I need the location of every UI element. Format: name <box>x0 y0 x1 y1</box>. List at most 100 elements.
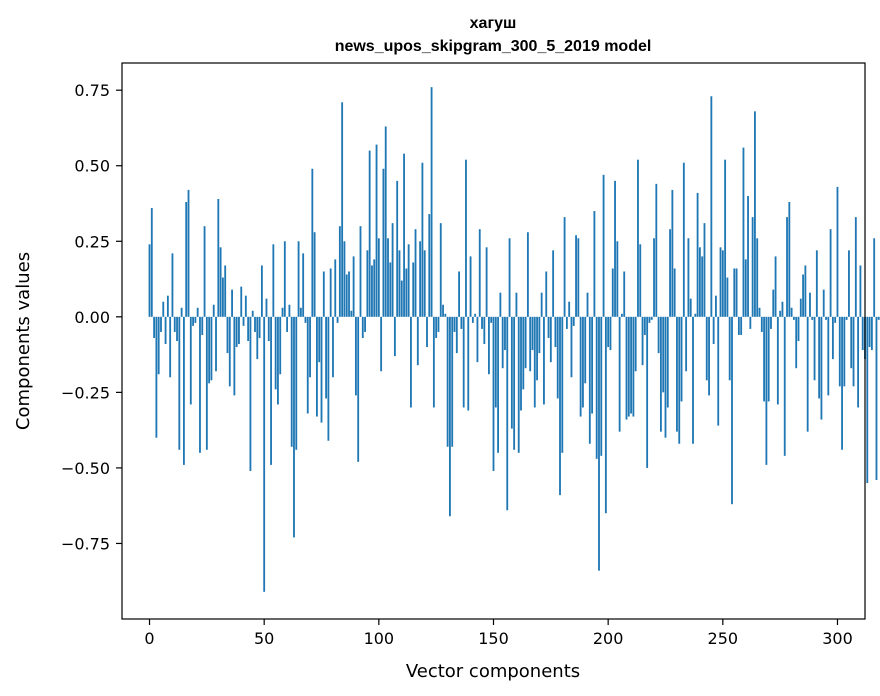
bar-59 <box>283 241 286 317</box>
bar-317 <box>875 316 878 480</box>
bar-3 <box>155 316 158 438</box>
bar-140 <box>469 256 472 317</box>
bar-101 <box>380 316 383 372</box>
bar-85 <box>343 241 346 317</box>
bar-33 <box>224 265 227 317</box>
bar-210 <box>630 316 633 414</box>
bar-117 <box>416 316 419 366</box>
bar-73 <box>316 316 318 417</box>
bar-147 <box>485 247 488 317</box>
bar-273 <box>774 256 777 317</box>
bar-120 <box>423 250 426 317</box>
bar-279 <box>788 202 791 317</box>
bar-9 <box>169 316 172 378</box>
bar-248 <box>717 316 720 426</box>
bar-142 <box>474 313 477 317</box>
bar-166 <box>529 316 532 372</box>
bar-227 <box>669 229 671 317</box>
bar-65 <box>297 241 300 317</box>
bar-158 <box>510 316 513 429</box>
bar-265 <box>756 238 759 317</box>
bar-127 <box>439 223 442 317</box>
bar-24 <box>203 226 206 317</box>
bar-78 <box>327 316 330 441</box>
bar-240 <box>698 247 701 317</box>
bar-31 <box>219 247 222 317</box>
bar-37 <box>233 316 236 396</box>
bar-205 <box>618 316 621 432</box>
bar-8 <box>166 295 169 317</box>
bar-103 <box>384 126 387 317</box>
bar-217 <box>646 316 649 468</box>
bar-81 <box>334 259 337 317</box>
bar-264 <box>754 111 756 317</box>
bar-266 <box>758 307 761 317</box>
bar-72 <box>313 232 316 317</box>
bar-146 <box>483 316 486 345</box>
bar-282 <box>795 316 798 369</box>
bar-268 <box>763 316 766 402</box>
bar-160 <box>515 292 518 317</box>
bar-43 <box>247 316 250 341</box>
bar-67 <box>302 253 305 317</box>
bar-102 <box>382 168 385 317</box>
bar-0 <box>148 244 151 317</box>
bar-116 <box>414 229 417 317</box>
bar-165 <box>526 232 529 317</box>
bar-27 <box>210 316 213 381</box>
bar-296 <box>827 316 830 396</box>
bar-232 <box>680 316 683 402</box>
y-axis-label: Components values <box>13 252 34 430</box>
bar-281 <box>792 316 795 320</box>
bar-249 <box>719 247 722 317</box>
bar-318 <box>877 316 880 320</box>
bar-84 <box>341 102 344 317</box>
bar-244 <box>708 316 710 396</box>
bar-176 <box>552 250 555 317</box>
bar-113 <box>407 244 410 317</box>
bar-109 <box>398 250 401 317</box>
bar-173 <box>545 271 548 317</box>
bar-149 <box>490 316 493 323</box>
bar-141 <box>471 316 474 323</box>
bar-260 <box>744 259 747 317</box>
bar-62 <box>290 316 293 447</box>
bar-238 <box>694 313 697 317</box>
bar-25 <box>205 316 208 450</box>
bar-143 <box>476 316 479 363</box>
bar-177 <box>554 316 557 348</box>
bar-278 <box>786 217 788 317</box>
bar-220 <box>653 238 655 317</box>
bar-95 <box>366 250 369 317</box>
bar-90 <box>354 316 357 396</box>
x-tick-label: 200 <box>593 629 624 648</box>
bar-186 <box>575 235 577 317</box>
bar-119 <box>421 162 424 317</box>
bar-288 <box>809 292 811 317</box>
bar-306 <box>850 316 853 369</box>
bar-series <box>148 87 880 592</box>
chart-title-line-2: news_upos_skipgram_300_5_2019 model <box>335 38 652 55</box>
bar-151 <box>494 316 497 408</box>
bar-211 <box>632 316 635 417</box>
bar-305 <box>848 250 850 317</box>
bar-255 <box>733 268 736 317</box>
bar-216 <box>643 316 646 335</box>
bar-98 <box>373 259 376 317</box>
bar-302 <box>841 316 843 450</box>
bar-96 <box>368 150 371 317</box>
bar-168 <box>533 316 536 408</box>
bar-164 <box>524 316 527 369</box>
bar-139 <box>467 316 470 411</box>
bar-263 <box>751 217 754 317</box>
bar-126 <box>437 316 440 332</box>
bar-45 <box>251 310 254 317</box>
bar-93 <box>361 316 364 338</box>
bar-15 <box>183 316 185 465</box>
bar-208 <box>625 316 628 420</box>
bar-63 <box>293 316 295 538</box>
bar-10 <box>171 253 174 317</box>
bar-47 <box>256 316 259 360</box>
